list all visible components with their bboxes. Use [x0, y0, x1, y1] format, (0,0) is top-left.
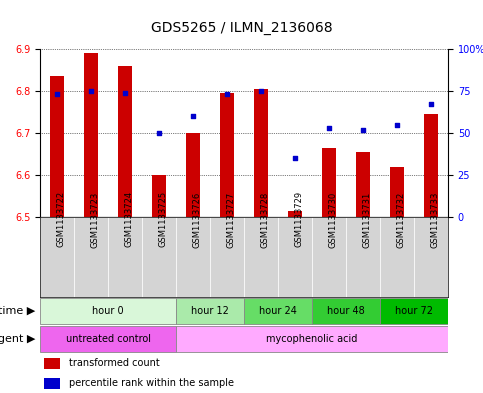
Text: GSM1133728: GSM1133728: [261, 191, 270, 248]
Bar: [244, 298, 312, 324]
Text: GSM1133733: GSM1133733: [431, 191, 440, 248]
Bar: [142, 217, 176, 297]
Point: [189, 113, 197, 119]
Bar: [244, 217, 278, 297]
Bar: [40, 298, 176, 324]
Text: time ▶: time ▶: [0, 306, 35, 316]
Point: [121, 90, 129, 96]
Text: mycophenolic acid: mycophenolic acid: [266, 334, 358, 344]
Point: [427, 101, 435, 108]
Bar: [152, 175, 166, 217]
Bar: [424, 114, 438, 217]
Bar: [312, 298, 380, 324]
Point: [359, 127, 367, 133]
Bar: [50, 76, 64, 217]
Bar: [220, 93, 234, 217]
Bar: [322, 148, 336, 217]
Text: GSM1133730: GSM1133730: [329, 191, 338, 248]
Bar: [346, 217, 380, 297]
Text: agent ▶: agent ▶: [0, 334, 35, 344]
Text: transformed count: transformed count: [69, 358, 159, 368]
Bar: [44, 378, 60, 389]
Bar: [414, 217, 448, 297]
Bar: [118, 66, 132, 217]
Text: hour 24: hour 24: [259, 306, 297, 316]
Bar: [380, 298, 448, 324]
Bar: [176, 298, 244, 324]
Bar: [84, 53, 98, 217]
Text: hour 48: hour 48: [327, 306, 365, 316]
Bar: [288, 211, 302, 217]
Text: percentile rank within the sample: percentile rank within the sample: [69, 378, 234, 388]
Bar: [186, 133, 200, 217]
Text: untreated control: untreated control: [66, 334, 151, 344]
Text: GSM1133722: GSM1133722: [57, 191, 66, 248]
Bar: [40, 326, 176, 352]
Text: hour 12: hour 12: [191, 306, 229, 316]
Point: [325, 125, 333, 131]
Bar: [40, 217, 74, 297]
Text: GSM1133726: GSM1133726: [193, 191, 202, 248]
Point: [155, 130, 163, 136]
Bar: [74, 217, 108, 297]
Bar: [356, 152, 370, 217]
Text: GSM1133731: GSM1133731: [363, 191, 372, 248]
Point: [291, 155, 299, 162]
Bar: [108, 217, 142, 297]
Point: [53, 91, 61, 97]
Text: GSM1133727: GSM1133727: [227, 191, 236, 248]
Point: [223, 91, 231, 97]
Point: [257, 88, 265, 94]
Text: GSM1133729: GSM1133729: [295, 191, 304, 248]
Bar: [380, 217, 414, 297]
Point: [393, 121, 401, 128]
Bar: [254, 89, 268, 217]
Text: hour 72: hour 72: [395, 306, 433, 316]
Text: hour 0: hour 0: [92, 306, 124, 316]
Text: GSM1133725: GSM1133725: [159, 191, 168, 248]
Text: GSM1133723: GSM1133723: [91, 191, 100, 248]
Bar: [176, 326, 448, 352]
Text: GSM1133732: GSM1133732: [397, 191, 406, 248]
Bar: [176, 217, 210, 297]
Text: GDS5265 / ILMN_2136068: GDS5265 / ILMN_2136068: [151, 21, 332, 35]
Bar: [44, 358, 60, 369]
Bar: [312, 217, 346, 297]
Point: [87, 88, 95, 94]
Text: GSM1133724: GSM1133724: [125, 191, 134, 248]
Bar: [210, 217, 244, 297]
Bar: [278, 217, 312, 297]
Bar: [390, 167, 404, 217]
